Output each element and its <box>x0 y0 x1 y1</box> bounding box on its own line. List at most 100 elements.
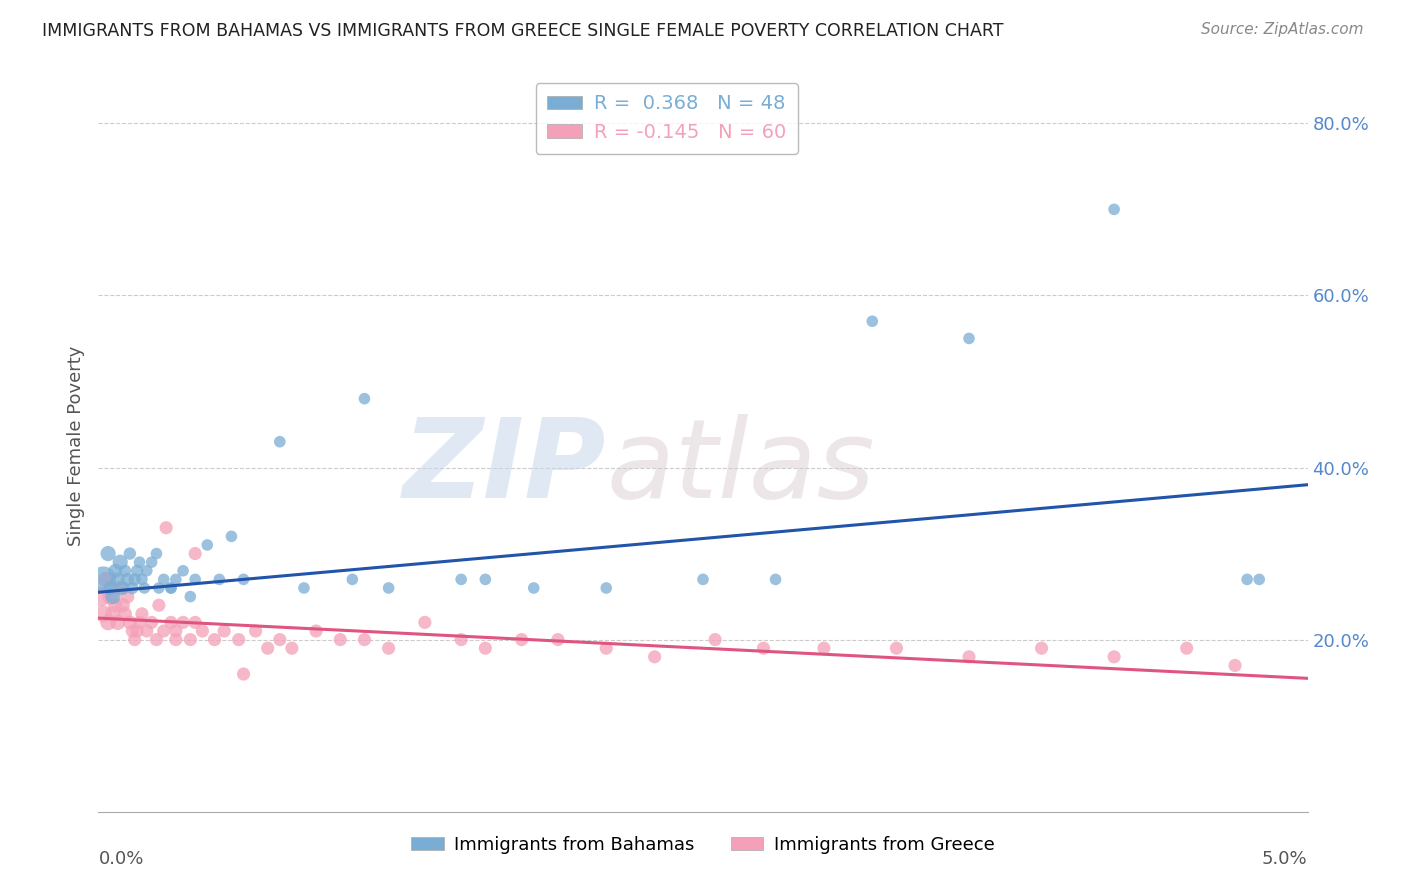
Point <box>127 624 149 638</box>
Point <box>221 529 243 543</box>
Point <box>107 615 129 630</box>
Point <box>765 573 787 587</box>
Point <box>145 547 167 561</box>
Point <box>155 521 177 535</box>
Point <box>152 573 174 587</box>
Point <box>141 555 163 569</box>
Point <box>91 573 114 587</box>
Point <box>117 573 139 587</box>
Point <box>165 624 187 638</box>
Point <box>134 581 156 595</box>
Point <box>184 547 207 561</box>
Point <box>114 607 136 621</box>
Point <box>704 632 727 647</box>
Point <box>91 607 114 621</box>
Point <box>111 598 134 612</box>
Point <box>450 632 472 647</box>
Point <box>101 607 124 621</box>
Point <box>148 598 170 612</box>
Point <box>179 590 201 604</box>
Point <box>114 564 136 578</box>
Point <box>413 615 436 630</box>
Point <box>269 632 291 647</box>
Text: ZIP: ZIP <box>402 415 606 522</box>
Point <box>353 392 375 406</box>
Point <box>860 314 883 328</box>
Point <box>135 564 157 578</box>
Point <box>141 615 163 630</box>
Point <box>104 598 127 612</box>
Point <box>90 590 112 604</box>
Point <box>145 632 167 647</box>
Point <box>377 581 399 595</box>
Point <box>165 632 187 647</box>
Text: 0.0%: 0.0% <box>98 850 143 869</box>
Point <box>118 615 141 630</box>
Point <box>957 331 980 345</box>
Point <box>269 434 291 449</box>
Point <box>179 632 201 647</box>
Point <box>232 667 254 681</box>
Point <box>195 538 218 552</box>
Point <box>124 632 146 647</box>
Point <box>595 641 617 656</box>
Point <box>148 581 170 595</box>
Point <box>245 624 267 638</box>
Point <box>135 624 157 638</box>
Point <box>957 649 980 664</box>
Point <box>212 624 235 638</box>
Point <box>204 632 226 647</box>
Point <box>97 615 120 630</box>
Point <box>886 641 908 656</box>
Point <box>281 641 304 656</box>
Point <box>121 624 143 638</box>
Point <box>101 590 124 604</box>
Point <box>111 581 134 595</box>
Point <box>353 632 375 647</box>
Point <box>127 564 149 578</box>
Point <box>474 573 496 587</box>
Point <box>377 641 399 656</box>
Point <box>172 564 194 578</box>
Point <box>256 641 278 656</box>
Point <box>108 555 131 569</box>
Text: atlas: atlas <box>606 415 875 522</box>
Point <box>329 632 352 647</box>
Point <box>160 581 183 595</box>
Point <box>1102 649 1125 664</box>
Point <box>474 641 496 656</box>
Point <box>813 641 835 656</box>
Point <box>523 581 546 595</box>
Point <box>104 564 127 578</box>
Point <box>131 573 153 587</box>
Point <box>100 590 122 604</box>
Point <box>1223 658 1246 673</box>
Point <box>1249 573 1271 587</box>
Point <box>100 581 122 595</box>
Legend: Immigrants from Bahamas, Immigrants from Greece: Immigrants from Bahamas, Immigrants from… <box>404 829 1002 861</box>
Point <box>228 632 250 647</box>
Point <box>117 590 139 604</box>
Text: Source: ZipAtlas.com: Source: ZipAtlas.com <box>1201 22 1364 37</box>
Point <box>232 573 254 587</box>
Point <box>510 632 533 647</box>
Point <box>160 615 183 630</box>
Point <box>1031 641 1053 656</box>
Point <box>108 581 131 595</box>
Point <box>208 573 231 587</box>
Point <box>595 581 617 595</box>
Point <box>1175 641 1198 656</box>
Point <box>450 573 472 587</box>
Point <box>128 555 150 569</box>
Y-axis label: Single Female Poverty: Single Female Poverty <box>66 346 84 546</box>
Point <box>124 573 146 587</box>
Point <box>121 581 143 595</box>
Point <box>547 632 569 647</box>
Point <box>94 573 117 587</box>
Point <box>191 624 214 638</box>
Point <box>305 624 328 638</box>
Point <box>172 615 194 630</box>
Point <box>692 573 714 587</box>
Point <box>118 547 141 561</box>
Text: IMMIGRANTS FROM BAHAMAS VS IMMIGRANTS FROM GREECE SINGLE FEMALE POVERTY CORRELAT: IMMIGRANTS FROM BAHAMAS VS IMMIGRANTS FR… <box>42 22 1004 40</box>
